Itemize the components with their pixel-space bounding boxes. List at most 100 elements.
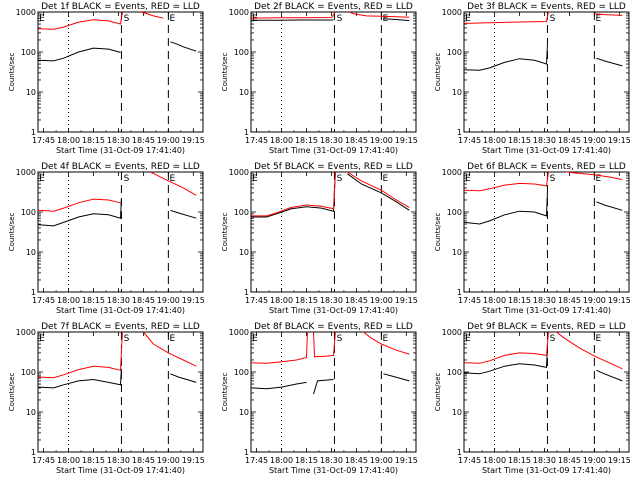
x-tick-label: 19:00: [583, 296, 606, 305]
series-events-line: [38, 198, 122, 227]
series-lld-line: [313, 331, 336, 358]
y-tick-label: 10: [239, 88, 249, 97]
series-lld-line: [556, 331, 623, 370]
y-tick-label: 10: [239, 248, 249, 257]
y-tick-label: 1: [31, 128, 36, 137]
x-tick-label: 19:00: [157, 296, 180, 305]
series-lld-line: [464, 331, 549, 364]
x-tick-label: 17:45: [245, 456, 268, 465]
x-tick-label: 17:45: [245, 136, 268, 145]
plot-frame: [250, 331, 417, 453]
series-events-line: [38, 47, 121, 62]
x-tick-label: 18:30: [533, 456, 556, 465]
x-tick-label: 18:30: [320, 136, 343, 145]
marker-label-start: S: [550, 174, 556, 184]
x-tick-label: 18:30: [533, 136, 556, 145]
marker-label-left-e: E: [465, 14, 471, 24]
x-tick-label: 18:00: [57, 456, 80, 465]
y-tick-label: 10: [26, 88, 36, 97]
plot-frame: [463, 171, 630, 293]
y-tick-label: 1000: [229, 8, 249, 17]
y-tick-label: 1000: [16, 168, 36, 177]
y-tick-label: 100: [447, 368, 462, 377]
x-axis-label: Start Time (31-Oct-09 17:41:40): [482, 146, 611, 155]
series-events-line: [596, 369, 623, 382]
marker-label-left-e: E: [39, 174, 45, 184]
y-tick-label: 1000: [16, 328, 36, 337]
panel-det-8: Det 8f BLACK = Events, RED = LLD 1 10 100 10…: [221, 322, 418, 475]
y-tick-label: 1: [31, 448, 36, 457]
marker-label-left-e: E: [465, 334, 471, 344]
series-events-line: [251, 171, 336, 218]
y-tick-label: 1: [457, 448, 462, 457]
series-lld-line: [251, 171, 336, 217]
series-events-line: [464, 347, 548, 375]
y-axis-label: Counts/sec: [434, 53, 442, 92]
panel-title: Det 2f BLACK = Events, RED = LLD: [254, 2, 413, 12]
y-tick-label: 1: [244, 288, 249, 297]
x-axis-label: Start Time (31-Oct-09 17:41:40): [269, 466, 398, 475]
marker-label-end: E: [596, 334, 602, 344]
series-lld-line: [347, 171, 410, 208]
series-lld-line: [251, 331, 308, 364]
series-events-line: [38, 368, 122, 389]
x-tick-label: 19:00: [157, 136, 180, 145]
x-tick-label: 18:15: [295, 456, 318, 465]
x-tick-label: 19:15: [608, 456, 631, 465]
plot-frame: [463, 331, 630, 453]
marker-label-left-e: E: [252, 174, 258, 184]
marker-label-end: E: [383, 174, 389, 184]
series-events-line: [170, 41, 197, 52]
panel-det-5: Det 5f BLACK = Events, RED = LLD 1 10 100 10…: [221, 162, 418, 315]
x-tick-label: 18:30: [320, 296, 343, 305]
series-lld-line: [140, 11, 164, 19]
y-axis-label: Counts/sec: [221, 213, 229, 252]
y-tick-label: 1000: [442, 8, 462, 17]
panel-det-7: Det 7f BLACK = Events, RED = LLD 1 10 100 10…: [8, 322, 205, 475]
y-tick-label: 10: [452, 408, 462, 417]
x-tick-label: 18:45: [558, 296, 581, 305]
panel-det-4: Det 4f BLACK = Events, RED = LLD 1 10 100 10…: [8, 162, 205, 315]
panel-det-3: Det 3f BLACK = Events, RED = LLD 1 10 100 10…: [434, 2, 631, 155]
x-tick-label: 18:30: [533, 296, 556, 305]
y-tick-label: 100: [447, 48, 462, 57]
y-axis-label: Counts/sec: [8, 213, 16, 252]
x-tick-label: 18:30: [320, 456, 343, 465]
marker-label-start: S: [124, 174, 130, 184]
x-axis-label: Start Time (31-Oct-09 17:41:40): [56, 306, 185, 315]
y-axis-label: Counts/sec: [221, 373, 229, 412]
series-events-line: [347, 173, 410, 211]
x-tick-label: 18:45: [558, 136, 581, 145]
x-tick-label: 18:00: [483, 136, 506, 145]
y-tick-label: 100: [234, 368, 249, 377]
marker-label-start: S: [337, 14, 343, 24]
x-tick-label: 19:15: [395, 456, 418, 465]
panel-title: Det 3f BLACK = Events, RED = LLD: [467, 2, 626, 12]
x-tick-label: 18:00: [483, 456, 506, 465]
x-tick-label: 19:15: [182, 296, 205, 305]
x-tick-label: 17:45: [458, 296, 481, 305]
panel-title: Det 4f BLACK = Events, RED = LLD: [41, 162, 200, 172]
y-tick-label: 100: [447, 208, 462, 217]
series-lld-line: [464, 171, 549, 192]
y-axis-label: Counts/sec: [8, 373, 16, 412]
panel-det-1: Det 1f BLACK = Events, RED = LLD 1 10 100 10…: [8, 2, 205, 155]
series-lld-line: [143, 331, 197, 367]
marker-label-left-e: E: [465, 174, 471, 184]
series-lld-line: [150, 171, 197, 196]
y-tick-label: 1: [244, 128, 249, 137]
marker-label-start: S: [337, 334, 343, 344]
marker-label-left-e: E: [39, 14, 45, 24]
x-tick-label: 19:00: [370, 136, 393, 145]
marker-label-left-e: E: [252, 14, 258, 24]
x-tick-label: 17:45: [32, 136, 55, 145]
x-tick-label: 18:45: [558, 456, 581, 465]
x-tick-label: 17:45: [32, 456, 55, 465]
x-axis-label: Start Time (31-Oct-09 17:41:40): [482, 306, 611, 315]
y-tick-label: 1000: [229, 168, 249, 177]
marker-label-start: S: [550, 334, 556, 344]
x-tick-label: 18:45: [132, 296, 155, 305]
x-axis-label: Start Time (31-Oct-09 17:41:40): [482, 466, 611, 475]
y-tick-label: 10: [26, 248, 36, 257]
plot-frame: [250, 11, 417, 133]
